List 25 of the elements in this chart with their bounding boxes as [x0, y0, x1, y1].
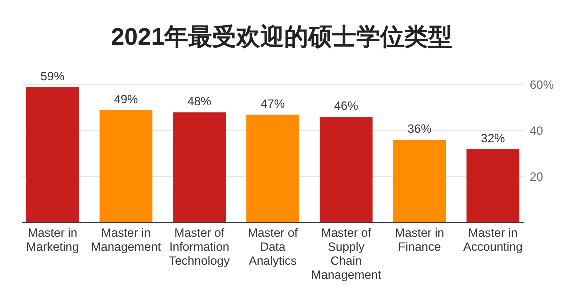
x-tick-label: Master of Data Analytics — [248, 226, 299, 268]
data-label: 48% — [188, 94, 212, 109]
data-label: 46% — [334, 99, 359, 114]
x-tick-label: Master in Accounting — [463, 226, 523, 254]
x-tick-label: Master in Finance — [395, 226, 444, 254]
bar — [246, 114, 300, 223]
data-label: 59% — [40, 69, 66, 84]
bar — [173, 112, 226, 223]
y-tick-label: 20 — [530, 170, 544, 184]
y-tick-label: 60% — [530, 78, 554, 92]
bar — [466, 149, 520, 223]
bar — [393, 140, 446, 223]
y-tick-label: 40 — [530, 124, 544, 138]
x-tick-label: Master in Management — [91, 226, 162, 254]
bar — [320, 117, 373, 223]
data-label: 32% — [481, 131, 506, 146]
data-label: 36% — [408, 122, 432, 136]
x-tick-label: Master of Information Technology — [169, 226, 230, 268]
x-tick-label: Master of Supply Chain Management — [311, 226, 382, 282]
chart-title: 2021年最受欢迎的硕士学位类型 — [111, 24, 453, 51]
data-label: 49% — [114, 92, 139, 106]
bar — [26, 87, 80, 223]
data-label: 47% — [260, 96, 286, 111]
x-tick-label: Master in Marketing — [26, 226, 80, 254]
bar — [100, 110, 153, 223]
